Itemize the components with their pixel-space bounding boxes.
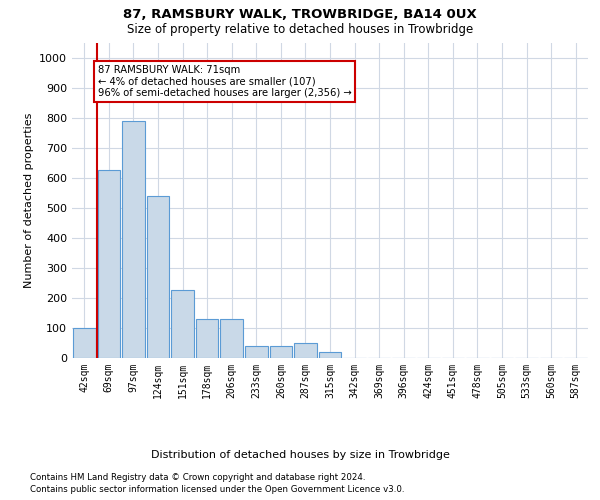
Bar [171, 290, 194, 358]
Text: Size of property relative to detached houses in Trowbridge: Size of property relative to detached ho… [127, 22, 473, 36]
Bar [146, 196, 169, 358]
Text: 87 RAMSBURY WALK: 71sqm
← 4% of detached houses are smaller (107)
96% of semi-de: 87 RAMSBURY WALK: 71sqm ← 4% of detached… [98, 65, 352, 98]
Bar [269, 346, 292, 358]
Bar [73, 328, 95, 358]
Text: Contains HM Land Registry data © Crown copyright and database right 2024.: Contains HM Land Registry data © Crown c… [30, 472, 365, 482]
Y-axis label: Number of detached properties: Number of detached properties [23, 112, 34, 288]
Bar [294, 342, 317, 357]
Bar [196, 318, 218, 358]
Bar [220, 318, 243, 358]
Text: Distribution of detached houses by size in Trowbridge: Distribution of detached houses by size … [151, 450, 449, 460]
Bar [98, 170, 120, 358]
Bar [245, 346, 268, 358]
Bar [319, 352, 341, 358]
Bar [122, 120, 145, 358]
Text: Contains public sector information licensed under the Open Government Licence v3: Contains public sector information licen… [30, 485, 404, 494]
Text: 87, RAMSBURY WALK, TROWBRIDGE, BA14 0UX: 87, RAMSBURY WALK, TROWBRIDGE, BA14 0UX [123, 8, 477, 20]
